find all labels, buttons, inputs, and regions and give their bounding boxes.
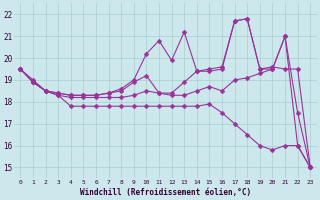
X-axis label: Windchill (Refroidissement éolien,°C): Windchill (Refroidissement éolien,°C) bbox=[80, 188, 251, 197]
